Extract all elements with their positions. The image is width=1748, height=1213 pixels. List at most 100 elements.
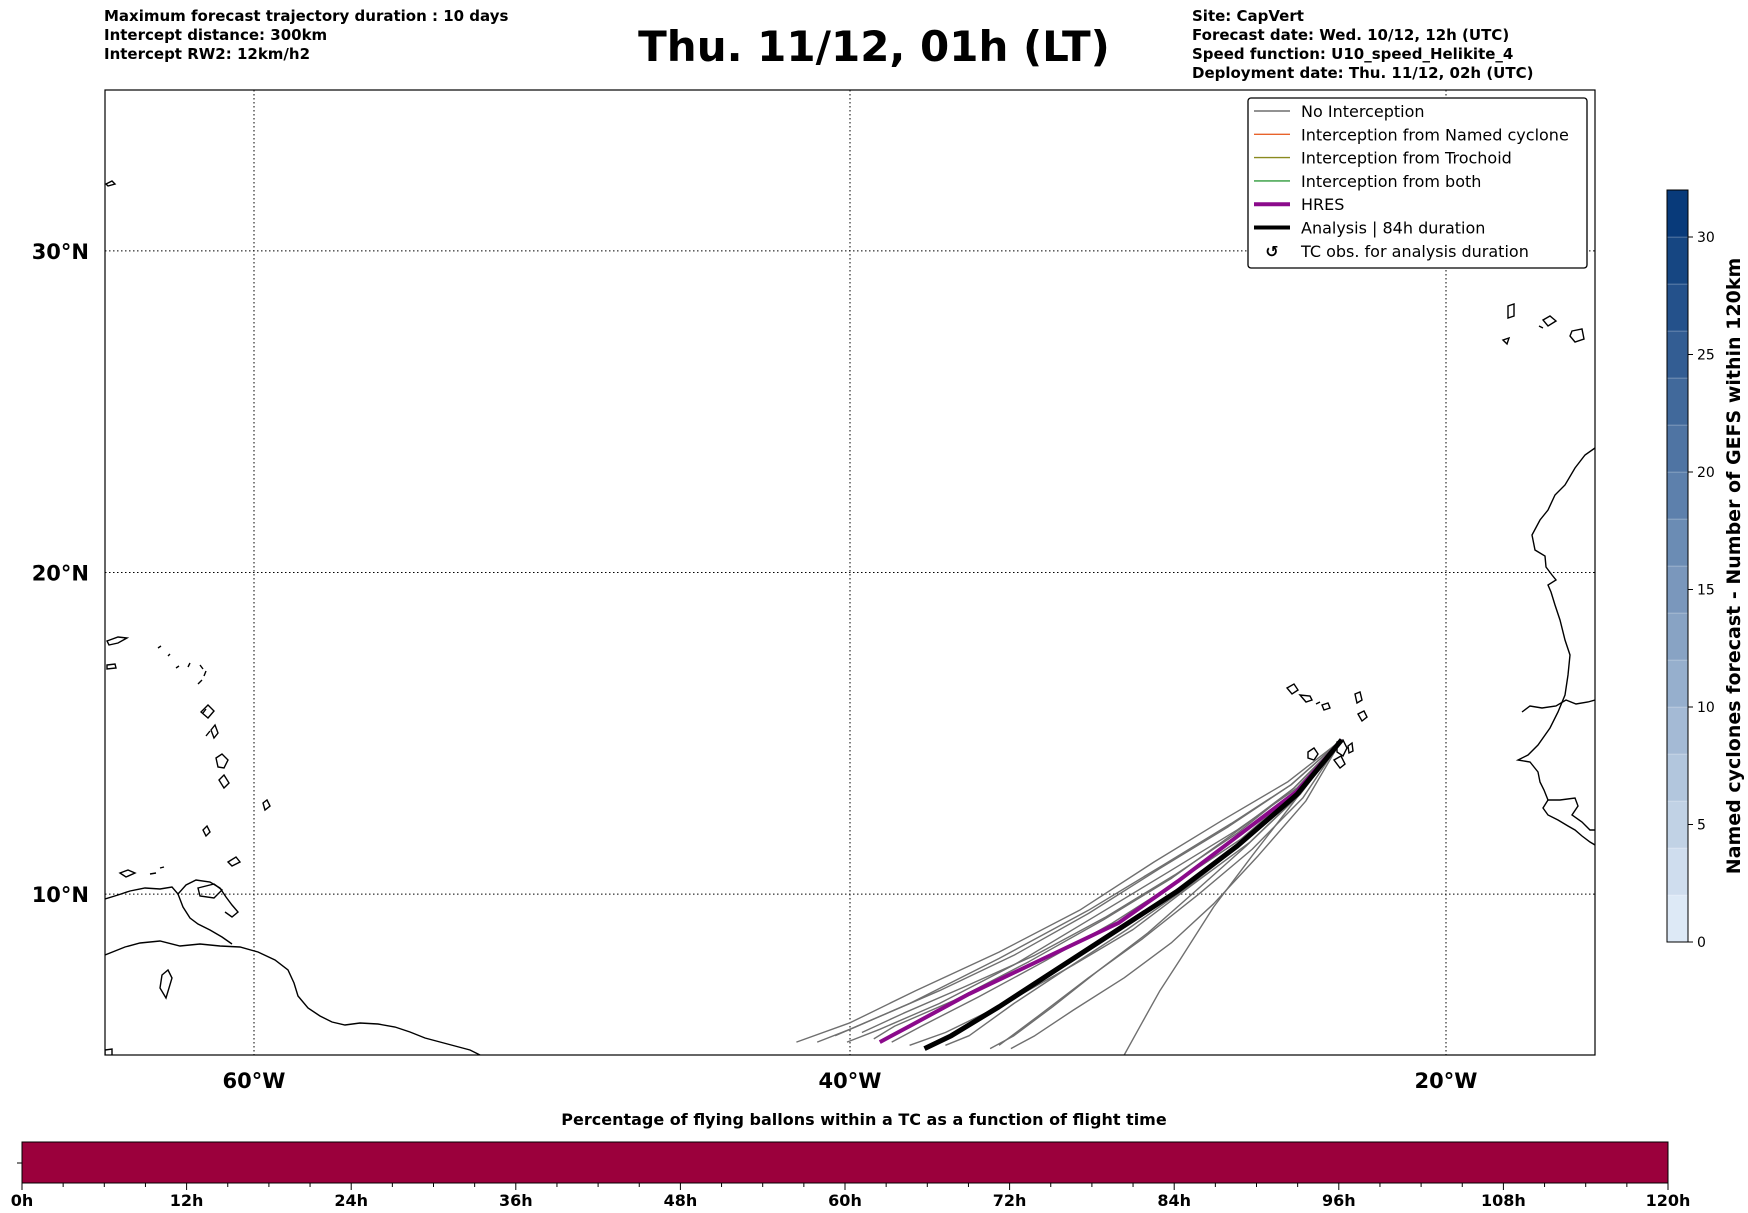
coastline-tobago [226,856,242,867]
trajectory-analysis [923,738,1344,1051]
map-gridlines [105,90,1595,1055]
trajectory-ensemble-member [998,739,1343,1046]
coastline-canaries [1501,303,1585,346]
colorbar-segments [1666,189,1689,943]
coastline-trinidad [197,883,224,899]
legend: No Interception Interception from Named c… [1247,97,1588,269]
flight-time-bar-fill [21,1141,1669,1184]
coastline-dominica [210,723,219,740]
coastline-west-africa [1515,447,1595,831]
trajectory-hres [878,738,1344,1044]
header-intercept-rw2: Intercept RW2: 12km/h2 [104,45,311,63]
coastline-grenada [202,824,211,838]
header-forecast-date: Forecast date: Wed. 10/12, 12h (UTC) [1192,26,1510,44]
legend-item-label: Analysis | 84h duration [1301,219,1485,238]
legend-item-label: HRES [1301,195,1344,214]
coastline-puerto-rico [106,663,117,670]
trajectory-ensemble-member [989,739,1343,1050]
legend-tc-obs-symbol: ↺ [1265,242,1278,261]
coastline-margarita [159,968,173,1000]
colorbar-label: Named cyclones forecast - Number of GEFS… [1723,258,1745,875]
header-intercept-distance: Intercept distance: 300km [104,26,328,44]
header-max-duration: Maximum forecast trajectory duration : 1… [104,7,509,25]
coastline-south-america [105,940,481,1055]
axis-tick-labels: 60°W 40°W 20°W 30°N 20°N 10°N [32,240,1478,1093]
colorbar-tick-label: 20 [1697,465,1715,481]
map-frame [104,89,1596,1056]
flight-time-bar: Percentage of flying ballons within a TC… [11,1110,1691,1210]
header-deployment-date: Deployment date: Thu. 11/12, 02h (UTC) [1192,64,1534,82]
header-speed-function: Speed function: U10_speed_Helikite_4 [1192,45,1514,63]
coastline-guadeloupe [199,704,215,719]
colorbar-segment [1666,189,1689,238]
coastline-st-lucia [218,773,230,790]
colorbar-frame [1666,189,1689,943]
lat-tick-label: 20°N [32,562,89,586]
colorbar-segment [1666,471,1689,520]
flight-time-tick-label: 60h [828,1191,862,1210]
coastline-cape-verde [1285,683,1368,769]
legend-item-label: Interception from Trochoid [1301,149,1512,168]
colorbar-segment [1666,283,1689,332]
trajectory-ensemble-member [834,739,1343,1037]
legend-item-label: Interception from both [1301,172,1481,191]
flight-time-tick-label: 12h [170,1191,204,1210]
flight-time-tick-label: 84h [1157,1191,1191,1210]
lon-tick-label: 60°W [223,1069,286,1093]
trajectory-ensemble-member [1010,739,1343,1050]
coastlines [105,180,1595,1055]
flight-time-bar-ticks: 0h 12h 24h 36h 48h 60h 72h 84h 96h 108h 120h [11,1183,1691,1210]
trajectory-ensemble-member [861,739,1343,1034]
colorbar-segment [1666,800,1689,849]
colorbar-tick-label: 0 [1697,935,1706,951]
flight-time-tick-label: 96h [1322,1191,1356,1210]
coastline-martinique [215,753,229,769]
colorbar-ticks: 0 5 10 15 20 25 30 [1688,230,1715,951]
colorbar-segment [1666,377,1689,426]
colorbar-segment [1666,847,1689,896]
flight-time-tick-label: 120h [1646,1191,1691,1210]
flight-time-tick-label: 36h [499,1191,533,1210]
trajectory-ensemble-member [796,739,1343,1043]
colorbar-tick-label: 30 [1697,230,1715,246]
colorbar-segment [1666,236,1689,285]
trajectory-ensemble-member [1123,739,1343,1055]
colorbar-segment [1666,706,1689,755]
header-info-left: Maximum forecast trajectory duration : 1… [104,7,508,64]
colorbar-segment [1666,753,1689,802]
colorbar-segment [1666,659,1689,708]
coastline-hispaniola [106,636,130,646]
coastline-barbados [262,798,271,812]
colorbar-tick-label: 5 [1697,818,1706,834]
colorbar: 0 5 10 15 20 25 30 Named cyclones forecast - N… [1666,189,1745,951]
legend-box [1247,97,1588,269]
legend-item-label: No Interception [1301,102,1425,121]
colorbar-segment [1666,424,1689,473]
coastline-abc-islands [118,866,165,878]
coastline-lesser-antilles [157,645,211,737]
colorbar-segment [1666,518,1689,567]
flight-time-tick-label: 108h [1481,1191,1526,1210]
legend-item-label: Interception from Named cyclone [1301,125,1569,144]
lat-tick-label: 10°N [32,883,89,907]
trajectory-layer [796,738,1344,1055]
chart-title: Thu. 11/12, 01h (LT) [638,22,1110,71]
header-info-right: Site: CapVert Forecast date: Wed. 10/12,… [1192,7,1533,83]
coastline-coast-detail [177,879,239,918]
colorbar-segment [1666,894,1689,943]
header-site: Site: CapVert [1192,7,1304,25]
coastline-guinea-bissau [1542,799,1595,846]
colorbar-tick-label: 10 [1697,700,1715,716]
lat-tick-label: 30°N [32,240,89,264]
lon-tick-label: 40°W [819,1069,882,1093]
coastline-bahamas [105,180,117,187]
flight-time-tick-label: 48h [664,1191,698,1210]
colorbar-tick-label: 25 [1697,348,1715,364]
colorbar-segment [1666,565,1689,614]
coastline-senegal-inlet [1521,699,1595,713]
colorbar-segment [1666,612,1689,661]
flight-time-bar-title: Percentage of flying ballons within a TC… [561,1110,1167,1129]
flight-time-tick-label: 72h [993,1191,1027,1210]
coastline-south-america-tip [105,1048,113,1055]
